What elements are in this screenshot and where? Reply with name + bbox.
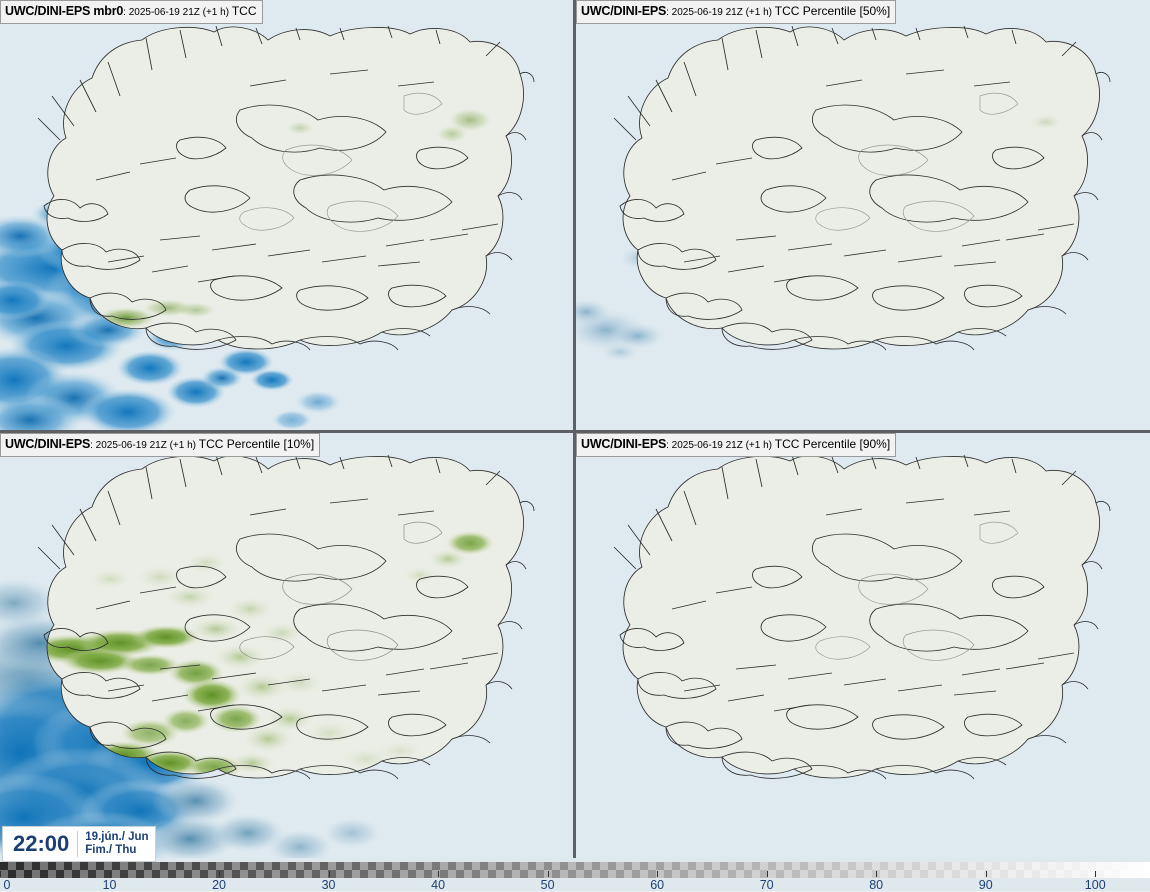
coastline-overlay-mbr0 bbox=[37, 25, 535, 351]
horizontal-divider bbox=[0, 430, 1150, 433]
panel-param-label: TCC bbox=[231, 4, 257, 18]
map-canvas-p90 bbox=[576, 433, 1150, 858]
panel-grid: UWC/DINI-EPS mbr0: 2025-06-19 21Z (+1 h)… bbox=[0, 0, 1150, 858]
iceland-landmass-p50 bbox=[623, 26, 1100, 350]
date-line-1: 19.jún./ Jun bbox=[85, 831, 149, 844]
colorbar-tick-label: 50 bbox=[540, 878, 555, 892]
panel-param-label: TCC Percentile [90%] bbox=[774, 437, 891, 451]
colorbar-tickmark bbox=[219, 871, 221, 877]
timestamp-badge: 22:00 19.jún./ Jun Fim./ Thu bbox=[2, 826, 156, 862]
iceland-landmass-mbr0 bbox=[47, 26, 524, 350]
panel-model-label: UWC/DINI-EPS bbox=[5, 437, 91, 451]
panel-mbr0[interactable]: UWC/DINI-EPS mbr0: 2025-06-19 21Z (+1 h)… bbox=[0, 0, 574, 431]
date-line-2: Fim./ Thu bbox=[85, 844, 137, 856]
colorbar[interactable] bbox=[0, 862, 1150, 878]
badge-divider bbox=[77, 831, 79, 857]
map-canvas-p50 bbox=[576, 0, 1150, 431]
colorbar-tick-label: 10 bbox=[102, 878, 117, 892]
coastline-overlay-p50 bbox=[613, 25, 1111, 351]
colorbar-tick-label: 80 bbox=[869, 878, 884, 892]
colorbar-ticks: 0 10 20 30 40 50 60 70 80 90 100 bbox=[0, 871, 1150, 892]
colorbar-tick-label: 60 bbox=[650, 878, 665, 892]
panel-run-label: : 2025-06-19 21Z (+1 h) bbox=[666, 440, 775, 451]
panel-param-label: TCC Percentile [50%] bbox=[774, 4, 891, 18]
iceland-landmass-p10 bbox=[47, 455, 524, 779]
panel-model-label: UWC/DINI-EPS mbr0 bbox=[5, 4, 124, 18]
colorbar-tickmark bbox=[547, 871, 549, 877]
panel-run-label: : 2025-06-19 21Z (+1 h) bbox=[666, 7, 775, 18]
colorbar-tick-label: 20 bbox=[212, 878, 226, 892]
colorbar-tickmark bbox=[1095, 871, 1097, 877]
panel-p50[interactable]: UWC/DINI-EPS: 2025-06-19 21Z (+1 h) TCC … bbox=[576, 0, 1150, 431]
colorbar-tick-label: 70 bbox=[759, 878, 774, 892]
panel-param-label: TCC Percentile [10%] bbox=[198, 437, 315, 451]
panel-model-label: UWC/DINI-EPS bbox=[581, 437, 667, 451]
colorbar-area: 0 10 20 30 40 50 60 70 80 90 100 bbox=[0, 858, 1150, 892]
panel-title-p50: UWC/DINI-EPS: 2025-06-19 21Z (+1 h) TCC … bbox=[576, 0, 897, 24]
panel-run-label: : 2025-06-19 21Z (+1 h) bbox=[123, 7, 232, 18]
panel-p10[interactable]: UWC/DINI-EPS: 2025-06-19 21Z (+1 h) TCC … bbox=[0, 433, 574, 858]
colorbar-tickmark bbox=[657, 871, 659, 877]
colorbar-tick-label: 100 bbox=[1084, 878, 1106, 892]
iceland-landmass-p90 bbox=[623, 455, 1100, 778]
map-canvas-p10 bbox=[0, 433, 574, 858]
clock-label: 22:00 bbox=[13, 831, 70, 856]
colorbar-tick-label: 30 bbox=[321, 878, 336, 892]
map-canvas-mbr0 bbox=[0, 0, 574, 431]
colorbar-tickmark bbox=[0, 871, 1, 877]
colorbar-tickmark bbox=[328, 871, 330, 877]
panel-title-p10: UWC/DINI-EPS: 2025-06-19 21Z (+1 h) TCC … bbox=[0, 433, 321, 457]
colorbar-tickmark bbox=[109, 871, 111, 877]
date-labels: 19.jún./ Jun Fim./ Thu bbox=[85, 831, 148, 857]
panel-p90[interactable]: UWC/DINI-EPS: 2025-06-19 21Z (+1 h) TCC … bbox=[576, 433, 1150, 858]
coastline-overlay-p90 bbox=[613, 454, 1111, 780]
colorbar-tickmark bbox=[438, 871, 440, 877]
colorbar-tickmark bbox=[876, 871, 878, 877]
colorbar-tick-label: 40 bbox=[431, 878, 446, 892]
panel-model-label: UWC/DINI-EPS bbox=[581, 4, 667, 18]
coastline-overlay-p10 bbox=[37, 454, 535, 780]
vertical-divider bbox=[573, 0, 576, 858]
panel-run-label: : 2025-06-19 21Z (+1 h) bbox=[90, 440, 199, 451]
colorbar-tickmark bbox=[766, 871, 768, 877]
panel-title-mbr0: UWC/DINI-EPS mbr0: 2025-06-19 21Z (+1 h)… bbox=[0, 0, 263, 24]
colorbar-tick-label: 0 bbox=[3, 878, 11, 892]
colorbar-tick-label: 90 bbox=[978, 878, 993, 892]
panel-title-p90: UWC/DINI-EPS: 2025-06-19 21Z (+1 h) TCC … bbox=[576, 433, 897, 457]
colorbar-tickmark bbox=[985, 871, 987, 877]
